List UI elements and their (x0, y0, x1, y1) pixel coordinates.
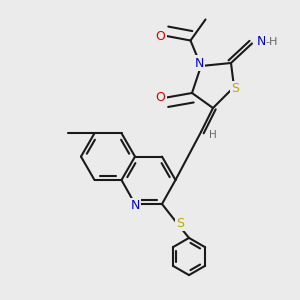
Text: O: O (156, 29, 165, 43)
Text: N: N (256, 35, 266, 49)
Text: N: N (195, 56, 204, 70)
Text: S: S (232, 82, 239, 95)
Text: O: O (156, 91, 165, 104)
Text: -H: -H (266, 37, 278, 47)
Text: H: H (209, 130, 217, 140)
Text: N: N (130, 199, 140, 212)
Text: S: S (176, 217, 184, 230)
